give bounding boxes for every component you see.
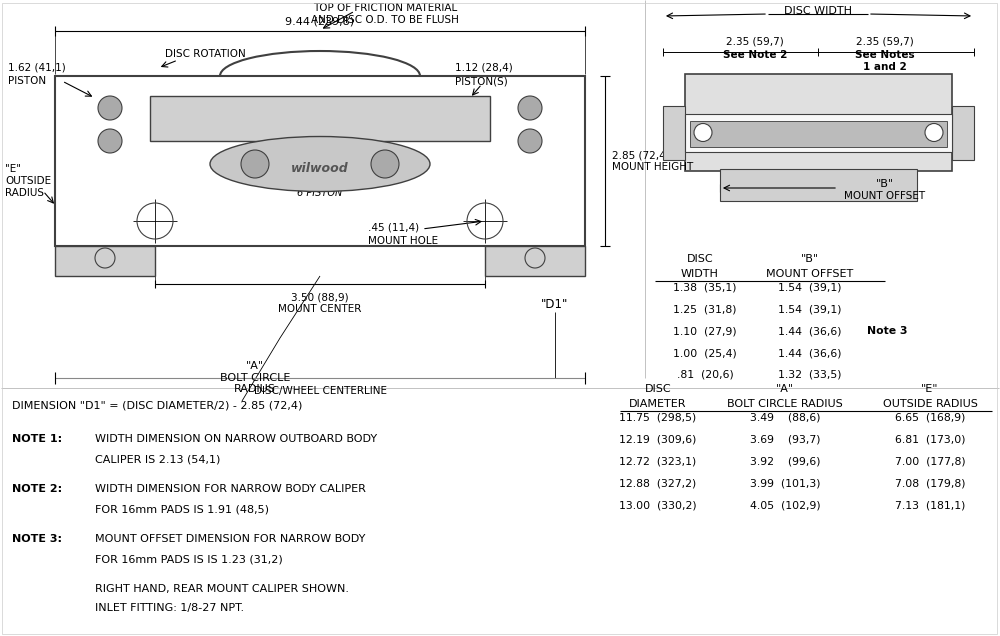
Circle shape	[98, 129, 122, 153]
Text: 2.35 (59,7): 2.35 (59,7)	[856, 36, 914, 46]
Text: DIAMETER: DIAMETER	[629, 399, 687, 409]
Text: 3.69    (93,7): 3.69 (93,7)	[750, 434, 820, 444]
Text: 1.62 (41,1): 1.62 (41,1)	[8, 63, 66, 73]
Bar	[55, 76, 585, 246]
Text: 6.65  (168,9): 6.65 (168,9)	[895, 412, 965, 422]
Bar	[150, 96, 490, 141]
Text: WIDTH: WIDTH	[681, 269, 719, 279]
Text: "A"
BOLT CIRCLE
RADIUS: "A" BOLT CIRCLE RADIUS	[220, 361, 290, 394]
Text: See Note 2: See Note 2	[723, 50, 787, 60]
Ellipse shape	[210, 137, 430, 191]
Text: DISC: DISC	[645, 384, 671, 394]
Text: 1.38  (35,1): 1.38 (35,1)	[673, 282, 737, 292]
Text: 6.81  (173,0): 6.81 (173,0)	[895, 434, 965, 444]
Text: "B": "B"	[801, 254, 819, 264]
Text: WIDTH DIMENSION ON NARROW OUTBOARD BODY: WIDTH DIMENSION ON NARROW OUTBOARD BODY	[95, 434, 377, 444]
Text: BOLT CIRCLE RADIUS: BOLT CIRCLE RADIUS	[727, 399, 843, 409]
Bar	[55, 246, 155, 276]
Text: DISC WIDTH: DISC WIDTH	[784, 6, 852, 16]
Text: 1 and 2: 1 and 2	[863, 62, 907, 72]
Text: 9.44 (239,8): 9.44 (239,8)	[285, 16, 355, 26]
Text: DISC ROTATION: DISC ROTATION	[165, 49, 245, 59]
Text: 1.54  (39,1): 1.54 (39,1)	[778, 282, 842, 292]
Bar	[485, 246, 585, 276]
Text: MOUNT OFFSET: MOUNT OFFSET	[844, 191, 926, 201]
Text: 3.92    (99,6): 3.92 (99,6)	[750, 456, 820, 466]
Text: 4.05  (102,9): 4.05 (102,9)	[750, 500, 820, 510]
Text: NOTE 1:: NOTE 1:	[12, 434, 62, 444]
Text: 2.35 (59,7): 2.35 (59,7)	[726, 36, 784, 46]
Bar	[952, 106, 974, 160]
Text: 3.50 (88,9)
MOUNT CENTER: 3.50 (88,9) MOUNT CENTER	[278, 292, 362, 314]
Text: wilwood: wilwood	[291, 162, 349, 174]
Bar	[685, 74, 952, 171]
Text: DISC/WHEEL CENTERLINE: DISC/WHEEL CENTERLINE	[254, 386, 386, 396]
Text: 3.99  (101,3): 3.99 (101,3)	[750, 478, 820, 488]
Text: 12.72  (323,1): 12.72 (323,1)	[619, 456, 697, 466]
Bar	[690, 120, 947, 146]
Text: 1.32  (33,5): 1.32 (33,5)	[778, 370, 842, 380]
Text: MOUNT OFFSET DIMENSION FOR NARROW BODY: MOUNT OFFSET DIMENSION FOR NARROW BODY	[95, 534, 365, 544]
Circle shape	[518, 129, 542, 153]
Text: 3.49    (88,6): 3.49 (88,6)	[750, 412, 820, 422]
Bar	[685, 113, 952, 151]
Text: 12.19  (309,6): 12.19 (309,6)	[619, 434, 697, 444]
Text: TOP OF FRICTION MATERIAL
AND DISC O.D. TO BE FLUSH: TOP OF FRICTION MATERIAL AND DISC O.D. T…	[311, 3, 459, 25]
Text: 1.44  (36,6): 1.44 (36,6)	[778, 326, 842, 336]
Circle shape	[371, 150, 399, 178]
Text: 7.08  (179,8): 7.08 (179,8)	[895, 478, 965, 488]
Text: "E"
OUTSIDE
RADIUS: "E" OUTSIDE RADIUS	[5, 164, 51, 198]
Text: 13.00  (330,2): 13.00 (330,2)	[619, 500, 697, 510]
Text: DIMENSION "D1" = (DISC DIAMETER/2) - 2.85 (72,4): DIMENSION "D1" = (DISC DIAMETER/2) - 2.8…	[12, 401, 302, 411]
Text: "A": "A"	[776, 384, 794, 394]
Text: MOUNT OFFSET: MOUNT OFFSET	[766, 269, 854, 279]
Text: NOTE 3:: NOTE 3:	[12, 534, 62, 544]
Text: RIGHT HAND, REAR MOUNT CALIPER SHOWN.: RIGHT HAND, REAR MOUNT CALIPER SHOWN.	[95, 584, 349, 594]
Text: 1.54  (39,1): 1.54 (39,1)	[778, 304, 842, 314]
Text: Note 3: Note 3	[867, 326, 908, 336]
Text: INLET FITTING: 1/8-27 NPT.: INLET FITTING: 1/8-27 NPT.	[95, 603, 244, 613]
Circle shape	[694, 123, 712, 141]
Circle shape	[518, 96, 542, 120]
Text: 7.00  (177,8): 7.00 (177,8)	[895, 456, 965, 466]
Circle shape	[98, 96, 122, 120]
Text: 1.25  (31,8): 1.25 (31,8)	[673, 304, 737, 314]
Circle shape	[925, 123, 943, 141]
Text: 1.10  (27,9): 1.10 (27,9)	[673, 326, 737, 336]
Text: 12.88  (327,2): 12.88 (327,2)	[619, 478, 697, 488]
Text: OUTSIDE RADIUS: OUTSIDE RADIUS	[883, 399, 977, 409]
Text: 1.12 (28,4): 1.12 (28,4)	[455, 63, 513, 73]
Bar	[720, 169, 917, 201]
Text: "E": "E"	[921, 384, 939, 394]
Circle shape	[241, 150, 269, 178]
Text: MOUNT HOLE: MOUNT HOLE	[368, 236, 438, 246]
Text: PISTON: PISTON	[8, 76, 46, 86]
Text: 11.75  (298,5): 11.75 (298,5)	[619, 412, 697, 422]
Text: DISC: DISC	[687, 254, 713, 264]
Text: WIDTH DIMENSION FOR NARROW BODY CALIPER: WIDTH DIMENSION FOR NARROW BODY CALIPER	[95, 484, 366, 494]
Text: See Notes: See Notes	[855, 50, 915, 60]
Text: "D1": "D1"	[541, 298, 569, 310]
Text: 1.44  (36,6): 1.44 (36,6)	[778, 348, 842, 358]
Text: NOTE 2:: NOTE 2:	[12, 484, 62, 494]
Text: "B": "B"	[876, 179, 894, 189]
Text: FOR 16mm PADS IS IS 1.23 (31,2): FOR 16mm PADS IS IS 1.23 (31,2)	[95, 554, 283, 564]
Text: CALIPER IS 2.13 (54,1): CALIPER IS 2.13 (54,1)	[95, 454, 220, 464]
Text: FOR 16mm PADS IS 1.91 (48,5): FOR 16mm PADS IS 1.91 (48,5)	[95, 504, 269, 514]
Text: 7.13  (181,1): 7.13 (181,1)	[895, 500, 965, 510]
Text: 1.00  (25,4): 1.00 (25,4)	[673, 348, 737, 358]
Text: .81  (20,6): .81 (20,6)	[677, 370, 733, 380]
Text: .45 (11,4): .45 (11,4)	[368, 223, 419, 233]
Bar	[663, 106, 685, 160]
Text: PISTON(S): PISTON(S)	[455, 76, 508, 86]
Text: 2.85 (72,4)
MOUNT HEIGHT: 2.85 (72,4) MOUNT HEIGHT	[612, 150, 693, 172]
Text: 6 PISTON: 6 PISTON	[297, 188, 343, 198]
